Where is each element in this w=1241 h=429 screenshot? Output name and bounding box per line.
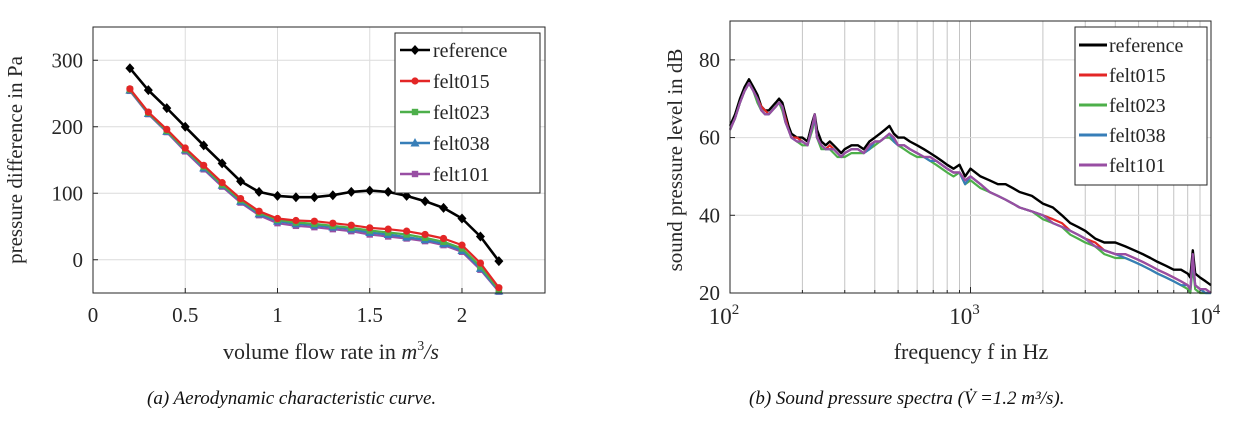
data-point-felt015 bbox=[403, 227, 411, 235]
chart-aerodynamic-characteristic: 0 0.5 1 1.5 2 0 100 200 300 reference felt015 felt… bbox=[3, 26, 546, 364]
y-tick-label: 80 bbox=[699, 48, 720, 72]
x-axis-label-unit-a: /s bbox=[422, 339, 439, 364]
x-tick-label: 0 bbox=[88, 303, 99, 327]
y-tick-label: 40 bbox=[699, 203, 720, 227]
data-point-reference bbox=[420, 196, 430, 207]
legend-a: reference felt015 felt023 felt038 felt101 bbox=[394, 32, 541, 194]
legend-marker-felt015 bbox=[411, 77, 419, 85]
series-group-b bbox=[728, 78, 1212, 295]
caption-left: (a) Aerodynamic characteristic curve. bbox=[147, 388, 437, 409]
data-point-reference bbox=[328, 190, 338, 201]
data-point-felt015 bbox=[255, 207, 263, 215]
data-point-reference bbox=[309, 192, 319, 203]
legend-label-felt038: felt038 bbox=[433, 133, 490, 155]
ticks-a: 0 0.5 1 1.5 2 0 100 200 300 bbox=[52, 48, 468, 327]
data-point-reference bbox=[365, 185, 375, 196]
legend-marker-felt101 bbox=[411, 170, 419, 178]
x-axis-label-exp-a: 3 bbox=[417, 339, 424, 354]
data-point-felt015 bbox=[181, 144, 189, 152]
data-point-felt015 bbox=[292, 216, 300, 225]
x-tick-label: 0.5 bbox=[172, 303, 198, 327]
y-tick-label: 60 bbox=[699, 126, 720, 150]
x-tick-exponent: 4 bbox=[1213, 302, 1221, 318]
legend-label-felt101: felt101 bbox=[1109, 155, 1166, 177]
data-point-felt015 bbox=[126, 85, 134, 93]
y-axis-label-a: pressure difference in Pa bbox=[3, 55, 27, 263]
data-point-reference bbox=[439, 202, 449, 213]
data-point-felt015 bbox=[384, 225, 392, 233]
data-point-felt015 bbox=[439, 234, 448, 243]
legend-label-felt101: felt101 bbox=[433, 164, 490, 186]
legend-marker-felt023 bbox=[411, 108, 419, 116]
legend-marker-reference bbox=[410, 45, 420, 55]
legend-marker-felt038 bbox=[410, 138, 420, 147]
data-point-reference bbox=[383, 186, 393, 197]
data-point-felt015 bbox=[200, 161, 208, 169]
data-point-reference bbox=[143, 85, 153, 96]
data-point-reference bbox=[180, 121, 190, 132]
x-tick-label: 1.5 bbox=[357, 303, 383, 327]
x-tick-base: 10 bbox=[1190, 304, 1213, 329]
x-tick-label: 102 bbox=[709, 302, 740, 329]
legend-label-felt015: felt015 bbox=[1109, 65, 1166, 87]
legend-label-felt023: felt023 bbox=[433, 102, 490, 124]
x-tick-exponent: 3 bbox=[972, 302, 980, 318]
y-tick-label: 300 bbox=[52, 48, 84, 72]
x-tick-label: 1 bbox=[272, 303, 283, 327]
legend-label-reference: reference bbox=[433, 40, 507, 62]
x-tick-label: 104 bbox=[1190, 302, 1221, 329]
data-point-felt015 bbox=[329, 219, 337, 227]
data-point-reference bbox=[125, 63, 135, 74]
legend-b: reference felt015 felt023 felt038 felt101 bbox=[1074, 26, 1208, 186]
legend-label-felt015: felt015 bbox=[433, 71, 490, 93]
data-point-felt015 bbox=[347, 221, 355, 229]
data-point-felt015 bbox=[495, 284, 503, 292]
series-group-a bbox=[125, 63, 504, 295]
data-point-felt015 bbox=[163, 125, 171, 134]
data-point-felt015 bbox=[458, 241, 466, 249]
x-axis-label-b: frequency f in Hz bbox=[894, 339, 1049, 364]
data-point-felt015 bbox=[476, 259, 485, 267]
data-point-felt015 bbox=[366, 224, 374, 232]
data-point-felt015 bbox=[421, 230, 429, 239]
y-tick-label: 100 bbox=[52, 181, 84, 205]
data-point-felt015 bbox=[273, 214, 282, 223]
axes-box-a bbox=[92, 26, 546, 294]
data-point-reference bbox=[291, 192, 301, 203]
x-axis-label-a: volume flow rate in m3/s bbox=[223, 339, 439, 364]
data-point-reference bbox=[272, 190, 282, 201]
data-point-reference bbox=[475, 231, 485, 242]
x-tick-base: 10 bbox=[709, 304, 732, 329]
y-tick-label: 0 bbox=[73, 248, 84, 272]
x-tick-base: 10 bbox=[949, 304, 972, 329]
legend-label-felt023: felt023 bbox=[1109, 95, 1166, 117]
data-point-felt015 bbox=[144, 108, 152, 116]
legend-label-reference: reference bbox=[1109, 35, 1183, 57]
x-tick-label: 103 bbox=[949, 302, 980, 329]
data-point-reference bbox=[217, 158, 227, 169]
data-point-reference bbox=[162, 103, 172, 114]
data-point-reference bbox=[199, 140, 209, 151]
caption-right: (b) Sound pressure spectra (V̇ =1.2 m³/s… bbox=[749, 388, 1065, 409]
data-point-reference bbox=[457, 213, 467, 224]
legend-label-felt038: felt038 bbox=[1109, 125, 1166, 147]
data-point-reference bbox=[494, 256, 504, 267]
x-axis-label-text-a: volume flow rate in bbox=[223, 339, 401, 364]
y-axis-label-b: sound pressure level in dB bbox=[663, 49, 687, 272]
y-tick-label: 200 bbox=[52, 115, 84, 139]
x-axis-label-math-a: m bbox=[401, 339, 417, 364]
data-point-reference bbox=[346, 186, 356, 197]
x-tick-exponent: 2 bbox=[732, 302, 740, 318]
x-tick-label: 2 bbox=[457, 303, 468, 327]
y-tick-label: 20 bbox=[699, 281, 720, 305]
data-point-reference bbox=[254, 186, 264, 197]
data-point-felt015 bbox=[236, 194, 245, 203]
series-line-felt101 bbox=[728, 82, 1212, 294]
data-point-reference bbox=[236, 176, 246, 187]
data-point-felt015 bbox=[310, 217, 318, 225]
data-point-felt015 bbox=[218, 179, 226, 187]
